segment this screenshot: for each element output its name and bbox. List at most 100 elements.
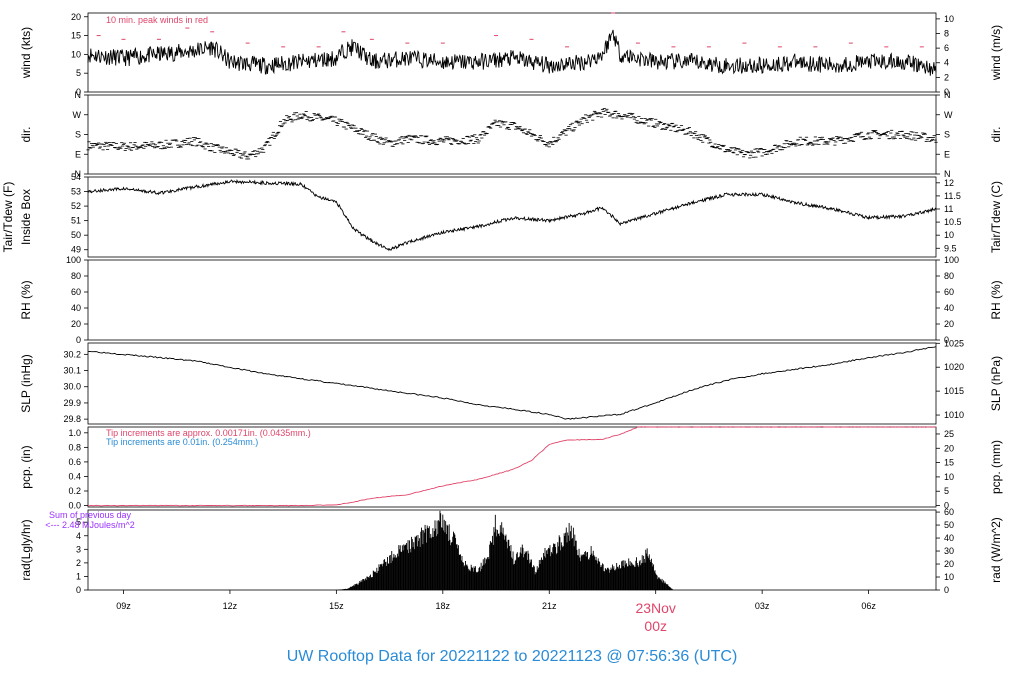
rad-right-tick-label: 20	[944, 559, 954, 569]
rh-right-tick-label: 0	[944, 335, 949, 345]
wind-left-tick-label: 15	[71, 31, 81, 41]
wind-left-tick-label: 20	[71, 12, 81, 22]
wind-right-tick-label: 0	[944, 87, 949, 97]
temp-left-tick-label: 49	[71, 245, 81, 255]
rh-right-tick-label: 40	[944, 303, 954, 313]
slp-right-axis-label: SLP (hPa)	[989, 356, 1003, 411]
rad-left-tick-label: 4	[76, 531, 81, 541]
rh-right-tick-label: 60	[944, 287, 954, 297]
temp-frame	[87, 176, 937, 258]
wind-frame	[87, 12, 937, 93]
pcp-frame	[87, 426, 937, 508]
rh-left-tick-label: 40	[71, 303, 81, 313]
pcp-right-tick-label: 25	[944, 429, 954, 439]
slp-left-tick-label: 30.1	[63, 366, 81, 376]
dir-right-tick-label: E	[944, 149, 950, 159]
rad-left-tick-label: 1	[76, 571, 81, 581]
x-axis-tick-label: 03z	[755, 601, 770, 611]
rh-right-tick-label: 80	[944, 271, 954, 281]
pcp-annotation-1: Tip increments are approx. 0.00171in. (0…	[106, 428, 311, 438]
rad-right-tick-label: 0	[944, 585, 949, 595]
dir-left-tick-label: S	[75, 130, 81, 140]
x-axis-tick-label: 12z	[223, 601, 238, 611]
wind-right-axis-label: wind (m/s)	[989, 25, 1003, 81]
slp-left-axis-label: SLP (inHg)	[19, 354, 33, 412]
dir-left-axis-label: dir.	[19, 126, 33, 142]
rh-left-axis-label: RH (%)	[19, 280, 33, 319]
dir-left-tick-label: W	[73, 110, 82, 120]
wind-right-tick-label: 10	[944, 14, 954, 24]
temp-right-tick-label: 11	[944, 204, 953, 214]
wind-right-tick-label: 2	[944, 72, 949, 82]
rad-right-tick-label: 30	[944, 546, 954, 556]
dir-left-tick-label: N	[75, 90, 82, 100]
temp-left-axis-label: Tair/Tdew (F)	[1, 182, 15, 253]
temp-right-tick-label: 9.5	[944, 243, 957, 253]
pcp-left-tick-label: 0.2	[68, 486, 81, 496]
temp-right-tick-label: 10.5	[944, 217, 962, 227]
pcp-annotation-2: Tip increments are 0.01in. (0.254mm.)	[106, 437, 258, 447]
slp-left-tick-label: 30.0	[63, 382, 81, 392]
rad-left-tick-label: 0	[76, 585, 81, 595]
slp-right-tick-label: 1025	[944, 338, 964, 348]
rad-annotation-2: <--- 2.48 MJoules/m^2	[45, 520, 135, 530]
wind-left-axis-label: wind (kts)	[19, 27, 33, 79]
slp-left-tick-label: 30.2	[63, 349, 81, 359]
temp-left-tick-label: 52	[71, 201, 81, 211]
x-axis-tick-label: 00z	[644, 618, 667, 634]
pcp-left-axis-label: pcp. (in)	[19, 445, 33, 488]
pcp-left-tick-label: 0.6	[68, 457, 81, 467]
slp-right-tick-label: 1020	[944, 362, 964, 372]
rad-left-tick-label: 5	[76, 517, 81, 527]
pcp-right-tick-label: 10	[944, 472, 954, 482]
dir-left-tick-label: N	[75, 169, 82, 179]
slp-right-tick-label: 1010	[944, 410, 964, 420]
rh-right-tick-label: 20	[944, 319, 954, 329]
slp-left-tick-label: 29.9	[63, 398, 81, 408]
wind-series-line	[87, 29, 937, 76]
dir-right-tick-label: N	[944, 169, 951, 179]
temp-left-axis-sub-label: Inside Box	[19, 189, 33, 245]
temp-right-tick-label: 10	[944, 230, 954, 240]
rad-right-axis-label: rad (W/m^2)	[989, 517, 1003, 583]
pcp-left-tick-label: 0.4	[68, 471, 81, 481]
rh-left-tick-label: 80	[71, 271, 81, 281]
dir-left-tick-label: E	[75, 149, 81, 159]
pcp-left-tick-label: 1.0	[68, 428, 81, 438]
temp-right-tick-label: 11.5	[944, 191, 961, 201]
pcp-left-tick-label: 0.0	[68, 501, 81, 511]
dir-frame	[87, 94, 937, 175]
wind-left-tick-label: 0	[76, 87, 81, 97]
rad-right-tick-label: 60	[944, 507, 954, 517]
temp-left-tick-label: 53	[71, 187, 81, 197]
x-axis-tick-label: 06z	[861, 601, 876, 611]
pcp-series-line	[87, 426, 937, 507]
rad-left-tick-label: 2	[76, 558, 81, 568]
pcp-right-tick-label: 5	[944, 486, 949, 496]
pcp-right-tick-label: 0	[944, 501, 949, 511]
slp-frame	[87, 342, 937, 425]
chart-title: UW Rooftop Data for 20221122 to 20221123…	[286, 648, 738, 665]
wind-annotation: 10 min. peak winds in red	[106, 15, 208, 25]
rh-left-tick-label: 20	[71, 319, 81, 329]
rad-left-tick-label: 3	[76, 544, 81, 554]
rh-right-axis-label: RH (%)	[989, 280, 1003, 319]
slp-right-tick-label: 1015	[944, 386, 964, 396]
wind-right-tick-label: 8	[944, 28, 949, 38]
pcp-right-tick-label: 20	[944, 443, 954, 453]
x-axis-tick-label: 09z	[116, 601, 131, 611]
wind-left-tick-label: 5	[76, 68, 81, 78]
rh-left-tick-label: 60	[71, 287, 81, 297]
wind-left-tick-label: 10	[71, 49, 81, 59]
temp-right-axis-label: Tair/Tdew (C)	[989, 181, 1003, 253]
pcp-right-axis-label: pcp. (mm)	[989, 440, 1003, 494]
rh-frame	[87, 259, 937, 341]
dir-right-tick-label: N	[944, 90, 951, 100]
pcp-left-tick-label: 0.8	[68, 442, 81, 452]
rad-annotation-1: Sum of previous day	[49, 510, 132, 520]
x-axis-date-label: 23Nov	[635, 600, 675, 616]
pcp-right-tick-label: 15	[944, 458, 954, 468]
x-axis-tick-label: 18z	[436, 601, 451, 611]
temp-series-line	[87, 179, 937, 252]
